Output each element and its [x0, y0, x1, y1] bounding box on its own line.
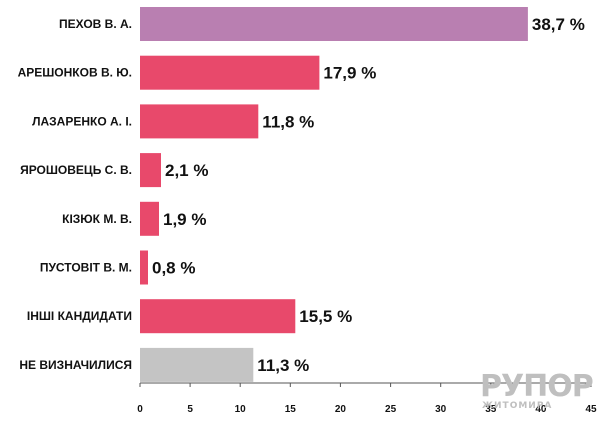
- value-label: 15,5 %: [299, 307, 352, 326]
- x-tick-label: 15: [285, 404, 297, 415]
- watermark-line1: РУПОР: [480, 369, 593, 404]
- value-label: 38,7 %: [532, 15, 585, 34]
- category-label: КІЗЮК М. В.: [62, 212, 132, 226]
- bar: [140, 347, 254, 382]
- category-label: ПУСТОВІТ В. М.: [40, 261, 132, 275]
- value-label: 2,1 %: [165, 161, 208, 180]
- bars-layer: [140, 7, 528, 382]
- bar: [140, 104, 259, 139]
- bar: [140, 299, 296, 334]
- labels-layer: ПЕХОВ В. А. 38,7 % АРЕШОНКОВ В. Ю. 17,9 % ЛА…: [18, 15, 585, 375]
- category-label: НЕ ВИЗНАЧИЛИСЯ: [19, 358, 132, 372]
- value-label: 0,8 %: [152, 259, 195, 278]
- x-tick-label: 20: [335, 404, 347, 415]
- x-tick-label: 0: [137, 404, 143, 415]
- bar: [140, 7, 528, 41]
- value-label: 11,3 %: [257, 356, 309, 375]
- category-label: ЯРОШОВЕЦЬ С. В.: [20, 163, 132, 177]
- bar: [140, 250, 148, 285]
- x-tick-label: 35: [485, 404, 497, 415]
- bar: [140, 153, 161, 188]
- x-tick-label: 25: [385, 404, 397, 415]
- category-label: ЛАЗАРЕНКО А. І.: [32, 114, 132, 128]
- x-tick-label: 40: [535, 404, 547, 415]
- watermark-logo: РУПОР ЖИТОМИРА: [480, 369, 594, 411]
- category-label: АРЕШОНКОВ В. Ю.: [18, 66, 132, 80]
- x-tick-label: 45: [585, 404, 597, 415]
- bar: [140, 201, 159, 236]
- bar: [140, 55, 320, 90]
- x-tick-label: 10: [235, 404, 247, 415]
- category-label: ІНШІ КАНДИДАТИ: [27, 309, 132, 323]
- x-tick-label: 30: [435, 404, 447, 415]
- x-axis: 0 5 10 15 20 25 30 35 40 45: [137, 382, 597, 415]
- value-label: 11,8 %: [262, 112, 314, 131]
- x-tick-label: 5: [187, 404, 193, 415]
- watermark-line2: ЖИТОМИРА: [482, 401, 552, 411]
- category-label: ПЕХОВ В. А.: [59, 17, 132, 31]
- value-label: 1,9 %: [163, 210, 206, 229]
- value-label: 17,9 %: [323, 64, 376, 83]
